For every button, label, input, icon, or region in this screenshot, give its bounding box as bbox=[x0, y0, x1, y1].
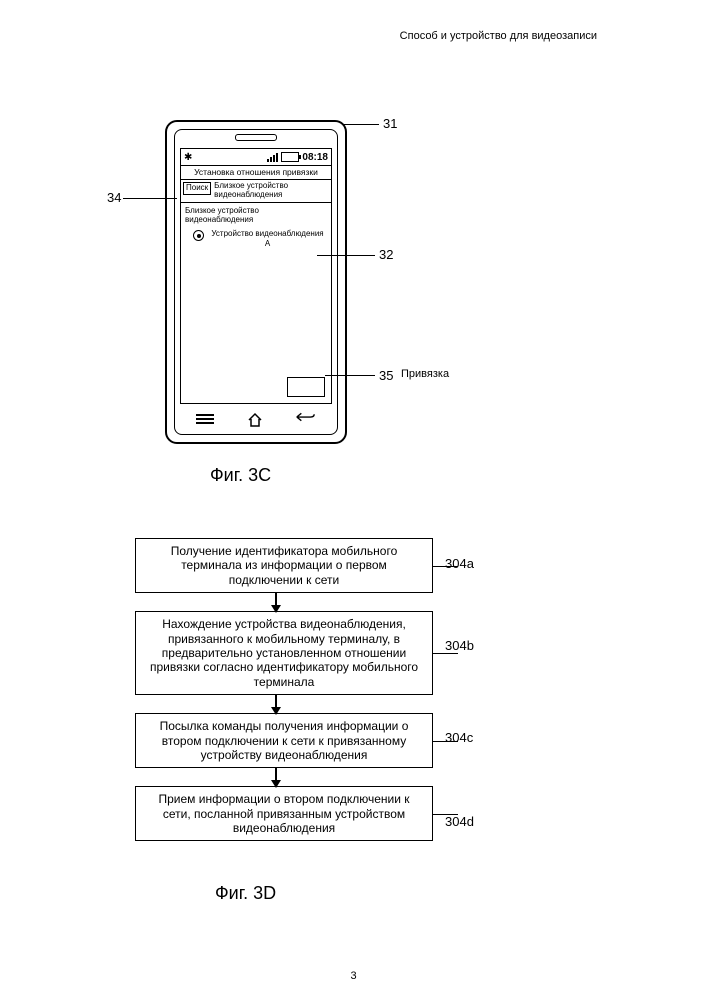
signal-icon bbox=[267, 153, 278, 162]
status-bar: ✱ 08:18 bbox=[181, 149, 331, 166]
leader-31 bbox=[343, 124, 379, 125]
page-number: 3 bbox=[350, 970, 356, 982]
clock: 08:18 bbox=[302, 152, 328, 163]
caption-3d: Фиг. 3D bbox=[215, 883, 276, 904]
leader-32 bbox=[317, 255, 375, 256]
flow-ref-304a: 304a bbox=[445, 556, 474, 571]
search-button[interactable]: Поиск bbox=[183, 182, 211, 195]
flow-ref-304c: 304c bbox=[445, 730, 473, 745]
device-list: Близкое устройство видеонаблюдения Устро… bbox=[181, 203, 331, 251]
device-item-label: Устройство видеонаблюдения A bbox=[208, 229, 327, 247]
flow-ref-304b: 304b bbox=[445, 638, 474, 653]
phone-screen: ✱ 08:18 Установка отношения привязки Пои… bbox=[180, 148, 332, 404]
menu-icon[interactable] bbox=[196, 414, 214, 424]
device-list-title: Близкое устройство видеонаблюдения bbox=[185, 206, 327, 224]
flow-step-304a: Получение идентификатора мобильного терм… bbox=[135, 538, 433, 593]
battery-icon bbox=[281, 152, 299, 162]
callout-35: 35 bbox=[379, 368, 393, 383]
flow-step-text: Прием информации о втором подключении к … bbox=[158, 792, 409, 835]
page-header: Способ и устройство для видеозаписи bbox=[400, 30, 597, 42]
device-item[interactable]: Устройство видеонаблюдения A bbox=[185, 229, 327, 247]
bind-button[interactable] bbox=[287, 377, 325, 397]
callout-34: 34 bbox=[107, 190, 121, 205]
figure-3d: Получение идентификатора мобильного терм… bbox=[95, 538, 545, 841]
back-icon[interactable] bbox=[294, 410, 316, 428]
radio-icon[interactable] bbox=[193, 230, 204, 241]
phone-frame-inner: ✱ 08:18 Установка отношения привязки Пои… bbox=[174, 129, 338, 435]
flow-ref-304d: 304d bbox=[445, 814, 474, 829]
bluetooth-icon: ✱ bbox=[184, 152, 192, 163]
flow-step-text: Нахождение устройства видеонаблюдения, п… bbox=[150, 617, 418, 689]
flow-step-text: Посылка команды получения информации о в… bbox=[160, 719, 409, 762]
nav-bar bbox=[180, 409, 332, 429]
callout-31: 31 bbox=[383, 116, 397, 131]
search-row: Поиск Близкое устройство видеонаблюдения bbox=[181, 180, 331, 203]
callout-32: 32 bbox=[379, 247, 393, 262]
phone-frame-outer: ✱ 08:18 Установка отношения привязки Пои… bbox=[165, 120, 347, 444]
flow-step-304c: Посылка команды получения информации о в… bbox=[135, 713, 433, 768]
status-left: ✱ bbox=[184, 152, 192, 163]
caption-3c: Фиг. 3C bbox=[210, 465, 271, 486]
earpiece bbox=[235, 134, 277, 141]
flow-step-304d: Прием информации о втором подключении к … bbox=[135, 786, 433, 841]
leader-35 bbox=[325, 375, 375, 376]
flow-step-text: Получение идентификатора мобильного терм… bbox=[171, 544, 398, 587]
leader-34 bbox=[123, 198, 177, 199]
search-row-label: Близкое устройство видеонаблюдения bbox=[214, 182, 329, 200]
status-right: 08:18 bbox=[267, 152, 328, 163]
flow-step-304b: Нахождение устройства видеонаблюдения, п… bbox=[135, 611, 433, 695]
bind-label-text: Привязка bbox=[401, 368, 449, 380]
app-title: Установка отношения привязки bbox=[181, 166, 331, 180]
home-icon[interactable] bbox=[247, 412, 261, 426]
